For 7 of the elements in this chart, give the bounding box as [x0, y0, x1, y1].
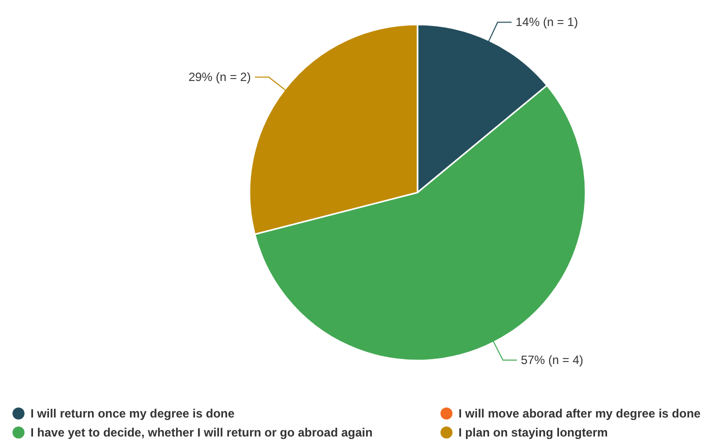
data-label: 29% (n = 2) — [188, 70, 251, 84]
legend-label: I have yet to decide, whether I will return or go abroad again — [30, 426, 373, 440]
legend-label: I will move aborad after my degree is done — [458, 406, 701, 420]
data-label: 57% (n = 4) — [520, 353, 584, 368]
data-label: 14% (n = 1) — [516, 15, 578, 30]
legend-label: I will return once my degree is done — [30, 406, 235, 420]
legend-label: I plan on staying longterm — [458, 426, 608, 440]
